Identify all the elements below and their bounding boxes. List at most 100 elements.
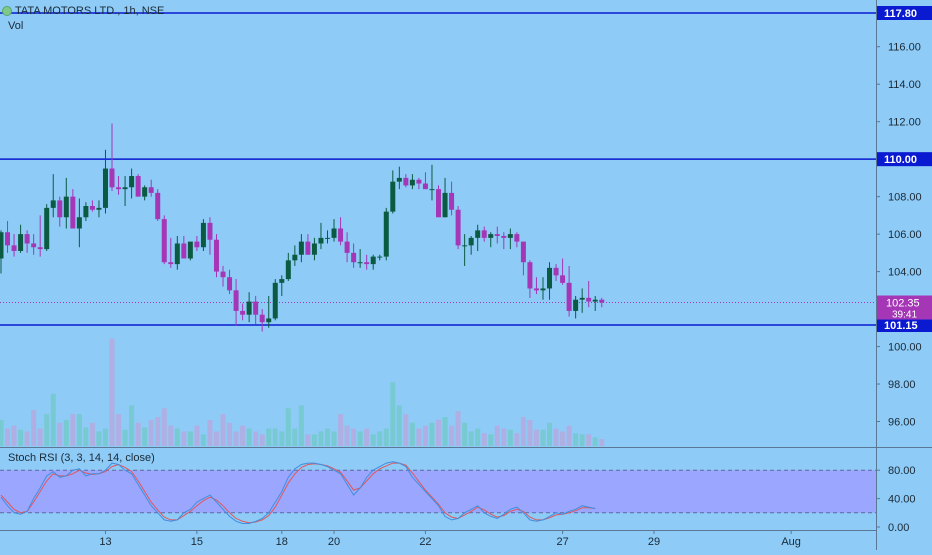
candle-body[interactable] xyxy=(174,243,180,265)
candle-body[interactable] xyxy=(501,235,507,238)
candle-body[interactable] xyxy=(266,318,272,323)
candle-body[interactable] xyxy=(37,247,43,250)
candle-body[interactable] xyxy=(436,189,442,218)
volume-label[interactable]: Vol xyxy=(8,20,24,32)
candle-body[interactable] xyxy=(50,200,56,208)
candle-body[interactable] xyxy=(181,243,187,259)
candle-body[interactable] xyxy=(305,241,311,255)
candle-body[interactable] xyxy=(298,241,304,255)
candle-body[interactable] xyxy=(155,192,161,220)
candle-body[interactable] xyxy=(455,209,461,246)
candle-body[interactable] xyxy=(70,196,76,229)
candle-body[interactable] xyxy=(429,189,435,191)
candle-body[interactable] xyxy=(220,271,226,278)
candle-body[interactable] xyxy=(468,237,474,246)
candle-body[interactable] xyxy=(599,299,605,303)
level-price-tag[interactable] xyxy=(877,6,932,20)
candle-body[interactable] xyxy=(116,187,122,190)
candle-body[interactable] xyxy=(442,192,448,218)
candle-body[interactable] xyxy=(377,256,383,258)
symbol-title-row[interactable]: TATA MOTORS LTD., 1h, NSE xyxy=(2,5,164,17)
candle-body[interactable] xyxy=(207,222,213,240)
candle-body[interactable] xyxy=(200,222,206,248)
candle-body[interactable] xyxy=(338,228,344,242)
candle-body[interactable] xyxy=(592,299,598,302)
candle-body[interactable] xyxy=(344,241,350,253)
candle-body[interactable] xyxy=(311,243,317,255)
candle-body[interactable] xyxy=(96,207,102,210)
candle-body[interactable] xyxy=(272,282,278,319)
candle-body[interactable] xyxy=(383,211,389,257)
candle-body[interactable] xyxy=(213,239,219,272)
candle-body[interactable] xyxy=(475,230,481,238)
candle-body[interactable] xyxy=(11,245,17,251)
candle-body[interactable] xyxy=(351,252,357,263)
candle-body[interactable] xyxy=(514,234,520,242)
candle-body[interactable] xyxy=(0,232,4,259)
candle-body[interactable] xyxy=(161,219,167,263)
candle-body[interactable] xyxy=(390,181,396,212)
candle-body[interactable] xyxy=(18,234,24,251)
candle-body[interactable] xyxy=(422,183,428,190)
candle-body[interactable] xyxy=(129,176,135,188)
candle-body[interactable] xyxy=(246,301,252,315)
candle-body[interactable] xyxy=(553,267,559,276)
candle-body[interactable] xyxy=(292,254,298,261)
candle-body[interactable] xyxy=(148,187,154,193)
candle-body[interactable] xyxy=(253,301,259,315)
candle-body[interactable] xyxy=(240,310,246,315)
candle-body[interactable] xyxy=(5,232,11,246)
current-price-tag[interactable] xyxy=(877,295,932,320)
symbol-title[interactable]: TATA MOTORS LTD., 1h, NSE xyxy=(15,5,165,17)
candle-body[interactable] xyxy=(318,237,324,244)
candle-body[interactable] xyxy=(533,288,539,291)
candle-body[interactable] xyxy=(24,234,30,244)
candle-body[interactable] xyxy=(540,288,546,291)
candle-body[interactable] xyxy=(142,187,148,197)
candle-body[interactable] xyxy=(579,297,585,300)
candle-body[interactable] xyxy=(586,297,592,302)
candle-body[interactable] xyxy=(403,177,409,186)
candle-body[interactable] xyxy=(168,262,174,265)
candle-body[interactable] xyxy=(416,179,422,184)
candle-body[interactable] xyxy=(109,168,115,188)
candle-body[interactable] xyxy=(494,234,500,236)
candle-body[interactable] xyxy=(76,217,82,229)
candle-body[interactable] xyxy=(449,192,455,210)
candle-body[interactable] xyxy=(357,262,363,264)
candle-body[interactable] xyxy=(44,207,50,250)
candle-body[interactable] xyxy=(560,275,566,283)
candle-body[interactable] xyxy=(462,245,468,247)
candle-body[interactable] xyxy=(527,262,533,289)
candle-body[interactable] xyxy=(31,243,37,248)
candle-body[interactable] xyxy=(83,206,89,218)
candle-body[interactable] xyxy=(507,234,513,238)
candle-body[interactable] xyxy=(488,234,494,238)
candle-body[interactable] xyxy=(547,267,553,289)
candle-body[interactable] xyxy=(227,277,233,291)
candle-body[interactable] xyxy=(325,237,330,239)
candle-body[interactable] xyxy=(331,228,337,238)
candle-body[interactable] xyxy=(259,314,265,323)
candle-body[interactable] xyxy=(573,299,579,311)
candle-body[interactable] xyxy=(187,241,193,259)
candle-body[interactable] xyxy=(364,262,370,265)
candle-body[interactable] xyxy=(520,241,526,263)
candle-body[interactable] xyxy=(135,176,141,197)
candle-body[interactable] xyxy=(63,196,69,218)
level-price-tag[interactable] xyxy=(877,152,932,167)
candle-body[interactable] xyxy=(194,241,200,248)
candle-body[interactable] xyxy=(279,279,285,283)
candle-body[interactable] xyxy=(285,260,291,280)
candle-body[interactable] xyxy=(481,230,487,238)
stoch-rsi-label[interactable]: Stoch RSI (3, 3, 14, 14, close) xyxy=(8,452,155,464)
candle-body[interactable] xyxy=(370,256,376,265)
candle-body[interactable] xyxy=(396,177,402,182)
level-price-tag[interactable] xyxy=(877,318,932,332)
candle-body[interactable] xyxy=(102,168,108,208)
candle-body[interactable] xyxy=(57,200,63,218)
candle-body[interactable] xyxy=(566,282,572,311)
candle-body[interactable] xyxy=(122,187,128,190)
